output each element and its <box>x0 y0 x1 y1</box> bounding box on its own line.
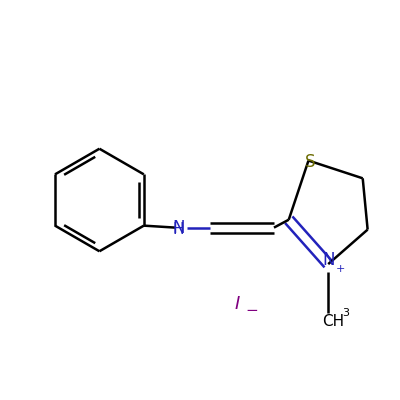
Text: N: N <box>172 219 184 237</box>
Text: S: S <box>305 153 316 171</box>
Text: I: I <box>235 294 240 312</box>
Text: CH: CH <box>322 314 344 329</box>
Text: H: H <box>172 222 184 238</box>
Text: +: + <box>335 264 345 274</box>
Text: 3: 3 <box>342 308 349 318</box>
Text: N: N <box>322 251 334 269</box>
Text: −: − <box>246 303 259 318</box>
